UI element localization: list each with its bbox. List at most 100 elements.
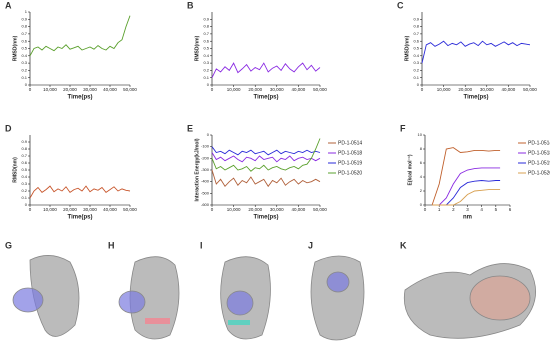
series-line xyxy=(421,40,531,64)
y-tick-label: 0.8 xyxy=(21,24,27,29)
y-tick-label: 0 xyxy=(420,202,423,207)
y-axis-label: RMSD(nm) xyxy=(404,35,410,61)
y-tick-label: 0.5 xyxy=(413,46,419,51)
x-tick-label: 3 xyxy=(466,207,469,212)
y-tick-label: 0.4 xyxy=(203,53,209,58)
y-tick-label: 0 xyxy=(207,82,210,87)
x-tick-label: 30,000 xyxy=(480,87,494,92)
legend-entry: PD-1-0514 xyxy=(528,140,550,146)
x-tick-label: 10,000 xyxy=(227,87,241,92)
x-axis-label: Time(ps) xyxy=(254,95,279,101)
x-tick-label: 30,000 xyxy=(83,207,97,212)
legend-entry: PD-1-0519 xyxy=(528,160,550,166)
y-tick-label: 0.2 xyxy=(413,67,419,72)
ligand-site xyxy=(12,287,44,313)
series-line xyxy=(29,15,131,57)
x-tick-label: 5 xyxy=(495,207,498,212)
y-tick-label: 0.7 xyxy=(21,153,27,158)
series-line xyxy=(432,189,501,206)
y-tick-label: 0.8 xyxy=(203,24,209,29)
y-tick-label: -100 xyxy=(201,144,210,149)
panel-label: I xyxy=(200,240,203,250)
partner-protein xyxy=(469,275,531,321)
y-tick-label: -500 xyxy=(201,190,210,195)
y-tick-label: 4 xyxy=(420,174,423,179)
series-line xyxy=(211,146,321,156)
x-tick-label: 0 xyxy=(421,87,424,92)
y-tick-label: 0.4 xyxy=(413,53,419,58)
y-tick-label: 0.8 xyxy=(413,24,419,29)
series-line xyxy=(211,138,321,172)
y-tick-label: 1 xyxy=(25,9,28,14)
x-tick-label: 6 xyxy=(509,207,512,212)
panel-label: F xyxy=(400,123,406,133)
y-tick-label: 0.8 xyxy=(21,146,27,151)
y-tick-label: -200 xyxy=(201,155,210,160)
y-tick-label: -400 xyxy=(201,179,210,184)
series-line xyxy=(211,152,321,163)
x-axis-label: Time(ps) xyxy=(68,215,93,221)
x-tick-label: 10,000 xyxy=(43,207,57,212)
x-tick-label: 50,000 xyxy=(123,87,137,92)
y-tick-label: 0.6 xyxy=(21,160,27,165)
panel-label: K xyxy=(400,240,407,250)
x-tick-label: 30,000 xyxy=(270,87,284,92)
y-tick-label: 0.2 xyxy=(21,188,27,193)
panel-label: G xyxy=(5,240,12,250)
y-tick-label: 0.1 xyxy=(21,195,27,200)
y-tick-label: 0.9 xyxy=(413,16,419,21)
y-tick-label: 0 xyxy=(417,82,420,87)
x-tick-label: 20,000 xyxy=(63,207,77,212)
y-tick-label: 0.6 xyxy=(203,38,209,43)
y-tick-label: 0.9 xyxy=(21,16,27,21)
y-tick-label: 0.2 xyxy=(203,67,209,72)
y-tick-label: 0 xyxy=(25,202,28,207)
y-tick-label: -600 xyxy=(201,202,210,207)
legend-entry: PD-1-0514 xyxy=(338,140,362,146)
x-tick-label: 50,000 xyxy=(123,207,137,212)
x-tick-label: 20,000 xyxy=(63,87,77,92)
y-tick-label: 0.3 xyxy=(21,60,27,65)
y-axis-label: Interaction Energy(kJ/mol) xyxy=(194,138,200,201)
series-line xyxy=(211,169,321,188)
panel-label: E xyxy=(187,123,193,133)
x-tick-label: 0 xyxy=(29,87,32,92)
y-tick-label: 0.3 xyxy=(203,60,209,65)
x-tick-label: 50,000 xyxy=(313,207,327,212)
x-axis-label: Time(ps) xyxy=(68,95,93,101)
y-tick-label: 0 xyxy=(25,82,28,87)
x-tick-label: 10,000 xyxy=(227,207,241,212)
y-tick-label: 0.9 xyxy=(21,139,27,144)
series-line xyxy=(431,147,501,206)
y-tick-label: 0.7 xyxy=(413,31,419,36)
x-tick-label: 0 xyxy=(211,87,214,92)
series-line xyxy=(432,167,501,206)
y-tick-label: 0.1 xyxy=(21,75,27,80)
x-tick-label: 20,000 xyxy=(458,87,472,92)
panel-label: B xyxy=(187,0,194,10)
x-axis-label: Time(ps) xyxy=(464,95,489,101)
x-axis-label: nm xyxy=(463,215,472,221)
x-tick-label: 20,000 xyxy=(248,207,262,212)
x-tick-label: 30,000 xyxy=(83,87,97,92)
legend-entry: PD-1-0520 xyxy=(528,170,550,176)
y-axis-label: RMSD(nm) xyxy=(194,35,200,61)
ligand-site xyxy=(226,290,254,316)
y-tick-label: 0.3 xyxy=(21,181,27,186)
ligand-site xyxy=(118,290,146,314)
x-axis-label: Time(ps) xyxy=(254,215,279,221)
x-tick-label: 1 xyxy=(438,207,441,212)
legend-entry: PD-1-0520 xyxy=(338,170,362,176)
protein-surface xyxy=(310,255,365,341)
x-tick-label: 40,000 xyxy=(292,87,306,92)
x-tick-label: 40,000 xyxy=(292,207,306,212)
y-tick-label: 0.2 xyxy=(21,67,27,72)
y-tick-label: 0.7 xyxy=(21,31,27,36)
y-tick-label: 0.4 xyxy=(21,174,27,179)
panel-label: J xyxy=(308,240,313,250)
x-tick-label: 50,000 xyxy=(523,87,537,92)
y-tick-label: 6 xyxy=(420,160,423,165)
y-tick-label: 0.9 xyxy=(203,16,209,21)
y-tick-label: 10 xyxy=(418,132,423,137)
y-tick-label: -300 xyxy=(201,167,210,172)
